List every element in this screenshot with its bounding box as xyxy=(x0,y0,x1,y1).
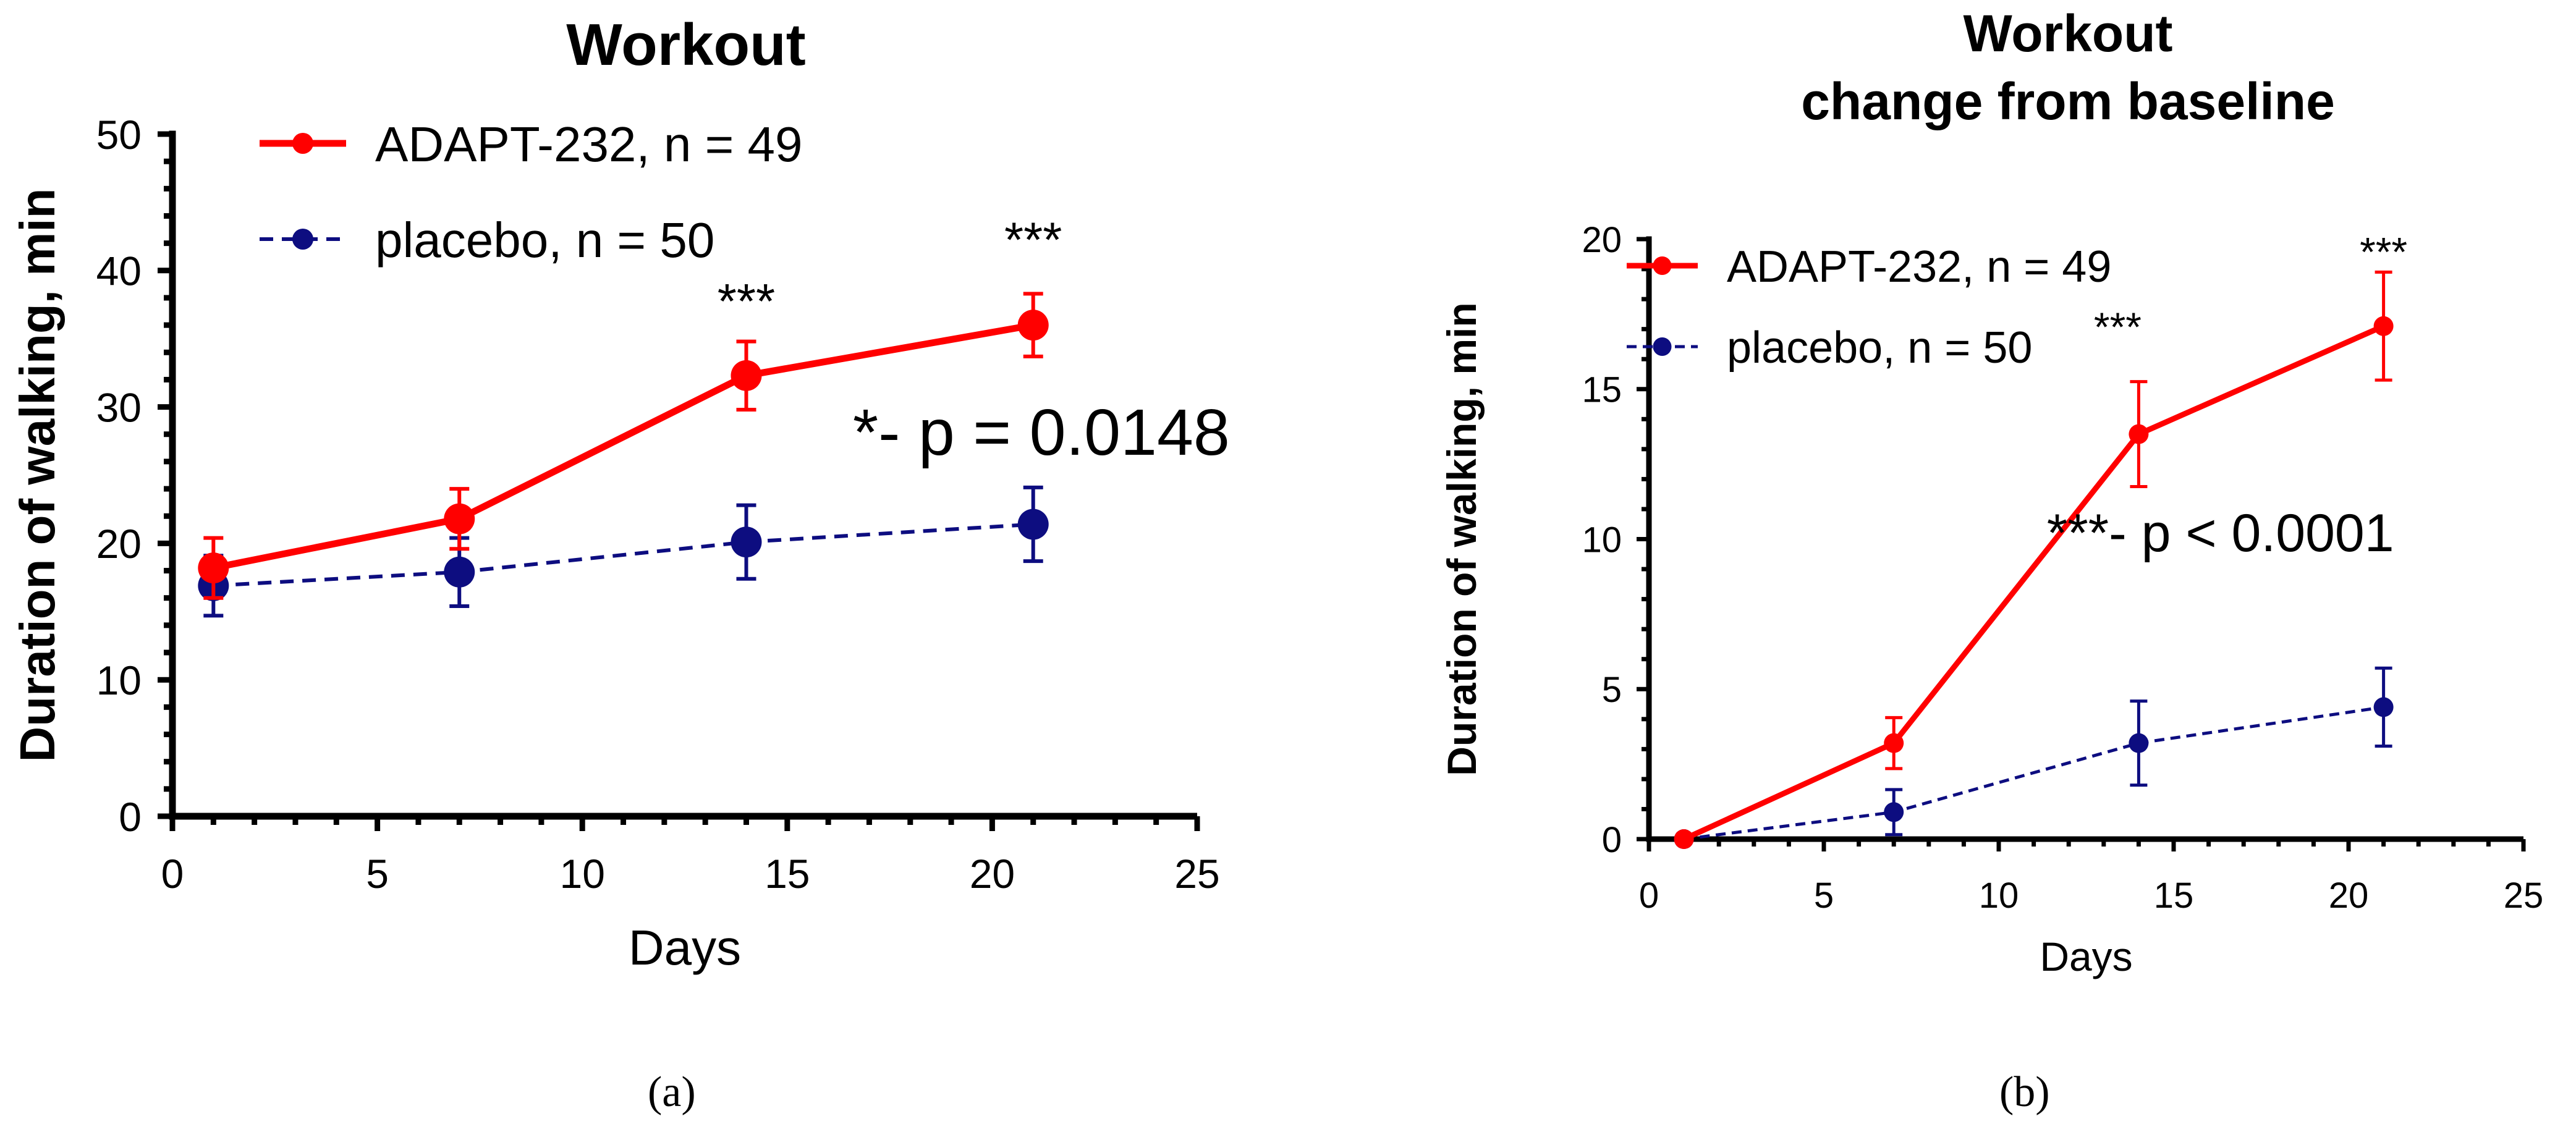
annotation-a-1: *** xyxy=(1004,213,1062,268)
data-point-a-placebo xyxy=(444,556,475,588)
series-line-b-placebo xyxy=(1684,705,2384,841)
chart-title-b-1: Workout xyxy=(1963,4,2172,62)
data-point-a-placebo xyxy=(1017,509,1049,540)
data-point-b-adapt xyxy=(1884,733,1904,753)
panel-caption-b: (b) xyxy=(1999,1068,2050,1116)
y-tick-label-a: 0 xyxy=(119,794,142,840)
x-tick-label-a: 5 xyxy=(366,851,389,897)
legend-label-a-1: placebo, n = 50 xyxy=(375,213,714,268)
data-point-a-adapt xyxy=(731,360,762,391)
x-tick-label-a: 0 xyxy=(161,851,184,897)
data-point-b-placebo xyxy=(2129,733,2149,753)
x-tick-label-b: 10 xyxy=(1979,876,2019,916)
x-tick-label-b: 5 xyxy=(1814,876,1834,916)
x-axis-label-b: Days xyxy=(2040,934,2132,979)
annotation-b-0: *** xyxy=(2360,229,2407,275)
y-tick-label-a: 20 xyxy=(96,521,142,567)
y-tick-label-a: 10 xyxy=(96,657,142,703)
legend-label-b-1: placebo, n = 50 xyxy=(1727,323,2032,373)
y-tick-label-a: 50 xyxy=(96,112,142,158)
annotation-b-2: ***- p < 0.0001 xyxy=(2047,504,2394,563)
y-tick-label-b: 5 xyxy=(1602,670,1622,710)
y-tick-label-a: 30 xyxy=(96,384,142,430)
legend-label-a-0: ADAPT-232, n = 49 xyxy=(375,117,803,172)
x-tick-label-a: 20 xyxy=(970,851,1015,897)
x-tick-label-a: 15 xyxy=(765,851,810,897)
data-point-a-adapt xyxy=(1017,310,1049,341)
legend-marker-a-0 xyxy=(292,133,313,154)
data-point-b-placebo xyxy=(1884,802,1904,822)
y-tick-label-b: 0 xyxy=(1602,820,1622,860)
y-tick-label-a: 40 xyxy=(96,248,142,294)
legend-marker-b-1 xyxy=(1653,337,1672,356)
annotation-a-2: *- p = 0.0148 xyxy=(853,396,1230,469)
y-tick-label-b: 10 xyxy=(1582,520,1622,560)
data-point-a-adapt xyxy=(198,552,229,584)
annotation-b-1: *** xyxy=(2094,304,2142,350)
x-tick-label-b: 15 xyxy=(2154,876,2194,916)
data-point-a-adapt xyxy=(444,503,475,534)
data-point-a-placebo xyxy=(731,526,762,558)
y-axis-label-b: Duration of walking, min xyxy=(1439,302,1485,775)
y-tick-label-b: 15 xyxy=(1582,370,1622,410)
chart-title-a-1: Workout xyxy=(566,12,806,78)
chart-title-b-2: change from baseline xyxy=(1801,72,2335,130)
data-point-b-adapt xyxy=(2373,316,2394,336)
panel-b-chart: Workout change from baseline 0 5 10 15 20 25 0 5 1… xyxy=(1439,4,2543,1116)
series-line-a-placebo xyxy=(213,522,1033,588)
x-tick-label-b: 25 xyxy=(2504,876,2544,916)
legend-label-b-0: ADAPT-232, n = 49 xyxy=(1727,242,2111,292)
panel-a-chart: Workout 0 5 10 15 20 25 0 10 20 30 40 50 Days Duration… xyxy=(10,12,1230,1116)
legend-marker-a-1 xyxy=(292,229,313,250)
y-tick-label-b: 20 xyxy=(1582,220,1622,260)
data-point-b-placebo xyxy=(2373,697,2394,717)
y-axis-label-a: Duration of walking, min xyxy=(10,188,65,762)
x-tick-label-a: 25 xyxy=(1174,851,1219,897)
series-line-b-adapt xyxy=(1682,323,2385,842)
annotation-a-0: *** xyxy=(718,274,775,329)
data-point-b-adapt xyxy=(1674,829,1694,849)
series-line-a-adapt xyxy=(213,321,1034,572)
data-point-b-adapt xyxy=(2129,424,2149,444)
x-tick-label-b: 20 xyxy=(2329,876,2369,916)
x-axis-label-a: Days xyxy=(629,920,741,975)
x-tick-label-a: 10 xyxy=(559,851,604,897)
x-tick-label-b: 0 xyxy=(1639,876,1659,916)
panel-caption-a: (a) xyxy=(648,1068,696,1116)
legend-marker-b-0 xyxy=(1653,256,1672,275)
